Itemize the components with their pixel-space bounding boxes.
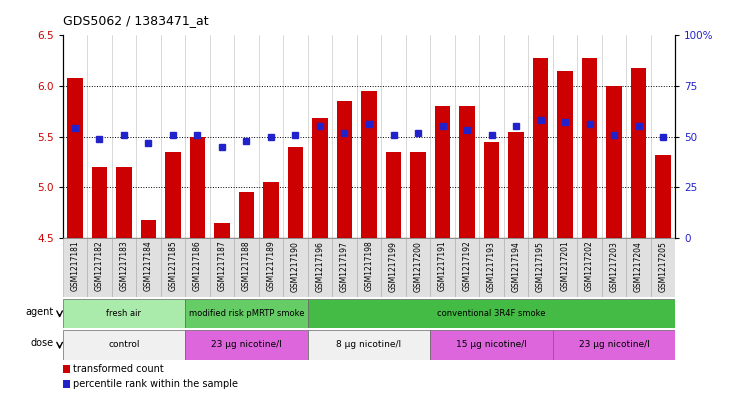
Bar	[606, 86, 622, 238]
Text: GSM1217186: GSM1217186	[193, 241, 202, 292]
Text: GSM1217191: GSM1217191	[438, 241, 447, 292]
Bar	[553, 330, 675, 360]
Bar	[630, 68, 646, 238]
Text: fresh air: fresh air	[106, 309, 142, 318]
Text: transformed count: transformed count	[74, 364, 164, 374]
Bar	[238, 192, 255, 238]
Text: GSM1217205: GSM1217205	[658, 241, 667, 292]
Text: GSM1217192: GSM1217192	[463, 241, 472, 292]
Bar	[601, 238, 627, 297]
Bar	[312, 118, 328, 238]
Bar	[87, 238, 111, 297]
Bar	[67, 78, 83, 238]
Bar	[382, 238, 406, 297]
Bar	[627, 238, 651, 297]
Bar	[337, 101, 353, 238]
Bar	[259, 238, 283, 297]
Bar	[234, 238, 259, 297]
Bar	[508, 132, 524, 238]
Text: GSM1217195: GSM1217195	[536, 241, 545, 292]
Bar	[308, 238, 332, 297]
Text: 8 μg nicotine/l: 8 μg nicotine/l	[337, 340, 401, 349]
Text: GSM1217204: GSM1217204	[634, 241, 643, 292]
Bar	[557, 71, 573, 238]
Text: GSM1217194: GSM1217194	[511, 241, 520, 292]
Text: GSM1217198: GSM1217198	[365, 241, 373, 292]
Text: GSM1217183: GSM1217183	[120, 241, 128, 292]
Bar	[185, 330, 308, 360]
Bar	[361, 91, 377, 238]
Text: GSM1217199: GSM1217199	[389, 241, 398, 292]
Bar	[185, 299, 308, 328]
Bar	[504, 238, 528, 297]
Bar	[435, 106, 450, 238]
Bar	[63, 299, 185, 328]
Text: control: control	[108, 340, 139, 349]
Bar	[533, 58, 548, 238]
Bar	[165, 152, 181, 238]
Bar	[161, 238, 185, 297]
Text: dose: dose	[30, 338, 53, 348]
Text: 23 μg nicotine/l: 23 μg nicotine/l	[211, 340, 282, 349]
Bar	[655, 155, 671, 238]
Bar	[430, 238, 455, 297]
Text: GSM1217203: GSM1217203	[610, 241, 618, 292]
Bar	[483, 141, 500, 238]
Text: GSM1217196: GSM1217196	[316, 241, 325, 292]
Bar	[553, 238, 577, 297]
Bar	[406, 238, 430, 297]
Text: agent: agent	[25, 307, 53, 317]
Bar	[459, 106, 475, 238]
Text: GSM1217181: GSM1217181	[71, 241, 80, 291]
Bar	[455, 238, 479, 297]
Text: GSM1217202: GSM1217202	[585, 241, 594, 292]
Text: GDS5062 / 1383471_at: GDS5062 / 1383471_at	[63, 14, 208, 27]
Bar	[185, 238, 210, 297]
Text: 15 μg nicotine/l: 15 μg nicotine/l	[456, 340, 527, 349]
Bar	[210, 238, 234, 297]
Bar	[92, 167, 108, 238]
Bar	[430, 330, 553, 360]
Bar	[651, 238, 675, 297]
Bar	[356, 238, 382, 297]
Text: GSM1217197: GSM1217197	[340, 241, 349, 292]
Text: GSM1217185: GSM1217185	[168, 241, 177, 292]
Bar	[410, 152, 426, 238]
Text: GSM1217201: GSM1217201	[561, 241, 570, 292]
Bar	[308, 330, 430, 360]
Bar	[140, 220, 156, 238]
Bar	[63, 380, 70, 388]
Bar	[528, 238, 553, 297]
Text: GSM1217190: GSM1217190	[291, 241, 300, 292]
Bar	[116, 167, 132, 238]
Bar	[190, 136, 205, 238]
Bar	[137, 238, 161, 297]
Text: percentile rank within the sample: percentile rank within the sample	[74, 379, 238, 389]
Bar	[332, 238, 356, 297]
Bar	[214, 222, 230, 238]
Bar	[288, 147, 303, 238]
Text: conventional 3R4F smoke: conventional 3R4F smoke	[437, 309, 546, 318]
Bar	[385, 152, 401, 238]
Text: 23 μg nicotine/l: 23 μg nicotine/l	[579, 340, 649, 349]
Bar	[63, 330, 185, 360]
Bar	[479, 238, 504, 297]
Bar	[582, 58, 598, 238]
Text: GSM1217184: GSM1217184	[144, 241, 153, 292]
Bar	[577, 238, 601, 297]
Bar	[308, 299, 675, 328]
Text: GSM1217189: GSM1217189	[266, 241, 275, 292]
Bar	[111, 238, 137, 297]
Text: GSM1217182: GSM1217182	[95, 241, 104, 291]
Bar	[283, 238, 308, 297]
Bar	[263, 182, 279, 238]
Text: GSM1217187: GSM1217187	[218, 241, 227, 292]
Text: modified risk pMRTP smoke: modified risk pMRTP smoke	[189, 309, 304, 318]
Text: GSM1217200: GSM1217200	[413, 241, 422, 292]
Bar	[63, 365, 70, 373]
Text: GSM1217193: GSM1217193	[487, 241, 496, 292]
Text: GSM1217188: GSM1217188	[242, 241, 251, 291]
Bar	[63, 238, 87, 297]
